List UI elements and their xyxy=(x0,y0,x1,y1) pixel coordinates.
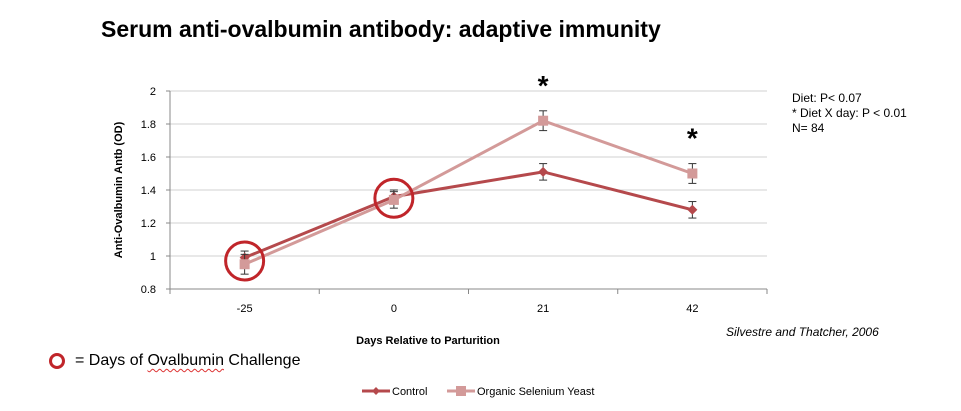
series-group xyxy=(239,110,698,275)
legend-item-selenium-yeast: Organic Selenium Yeast xyxy=(447,386,594,398)
legend-marker xyxy=(372,387,380,395)
significance-star: * xyxy=(687,123,698,154)
y-tick-label: 0.8 xyxy=(141,284,156,296)
series-control xyxy=(239,163,698,265)
x-tick-labels: -25 0 21 42 xyxy=(237,303,699,315)
challenge-circles xyxy=(224,177,415,282)
challenge-highlight: Ovalbumin xyxy=(147,352,224,369)
citation: Silvestre and Thatcher, 2006 xyxy=(726,325,879,339)
x-axis-label: Days Relative to Parturition xyxy=(356,335,500,347)
series-selenium-yeast xyxy=(239,110,698,275)
data-point xyxy=(239,259,250,270)
challenge-suffix: Challenge xyxy=(223,352,301,369)
x-tick-label: 21 xyxy=(537,303,549,315)
legend-marker xyxy=(456,386,466,396)
data-point xyxy=(687,204,698,215)
challenge-circle xyxy=(224,240,266,282)
y-tick-label: 1.4 xyxy=(141,185,156,197)
challenge-prefix: = Days of xyxy=(75,352,148,369)
stats-line-diet: Diet: P< 0.07 xyxy=(792,91,862,105)
axes xyxy=(166,90,768,294)
legend-item-control: Control xyxy=(362,386,427,398)
y-tick-label: 2 xyxy=(150,86,156,98)
y-tick-labels: 0.8 1 1.2 1.4 1.6 1.8 2 xyxy=(141,86,156,296)
data-point xyxy=(388,194,399,205)
y-tick-label: 1.2 xyxy=(141,218,156,230)
legend-label: Control xyxy=(392,386,427,398)
stats-annotation: Diet: P< 0.07 * Diet X day: P < 0.01 N= … xyxy=(792,91,907,136)
significance-markers: ** xyxy=(538,70,698,154)
x-tick-label: -25 xyxy=(237,303,253,315)
y-axis-label: Anti-Ovalbumin Antb (OD) xyxy=(113,121,125,258)
stats-line-n: N= 84 xyxy=(792,121,825,135)
chart-title: Serum anti-ovalbumin antibody: adaptive … xyxy=(101,16,661,42)
y-tick-label: 1.8 xyxy=(141,119,156,131)
legend-label: Organic Selenium Yeast xyxy=(477,386,594,398)
data-point xyxy=(687,168,698,179)
challenge-legend-text: = Days of Ovalbumin Challenge xyxy=(75,352,300,370)
challenge-legend: = Days of Ovalbumin Challenge xyxy=(49,352,300,370)
series-line xyxy=(244,170,693,260)
y-tick-label: 1.6 xyxy=(141,152,156,164)
data-point xyxy=(538,115,549,126)
stats-line-interaction: * Diet X day: P < 0.01 xyxy=(792,106,907,120)
y-tick-label: 1 xyxy=(150,251,156,263)
challenge-ring-icon xyxy=(49,353,65,369)
series-line xyxy=(244,119,693,266)
challenge-circle xyxy=(373,177,415,219)
x-tick-label: 0 xyxy=(391,303,397,315)
data-point xyxy=(538,166,549,177)
x-tick-label: 42 xyxy=(686,303,698,315)
chart-legend: Control Organic Selenium Yeast xyxy=(362,386,594,398)
significance-star: * xyxy=(538,70,549,101)
